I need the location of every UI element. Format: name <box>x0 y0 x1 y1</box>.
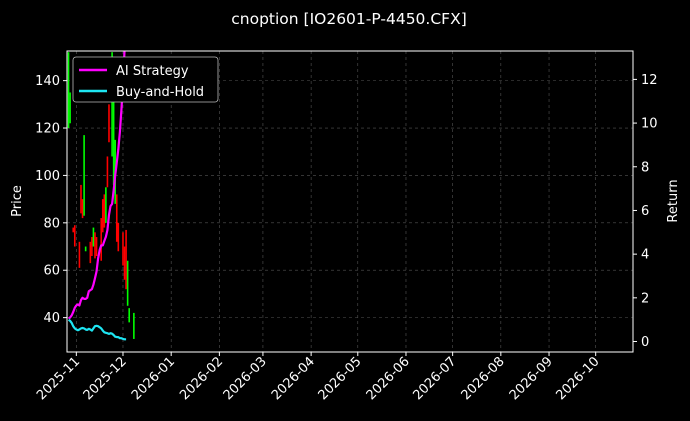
y2-tick-label: 4 <box>641 248 649 263</box>
y-tick-label: 80 <box>43 216 60 231</box>
y2-tick-label: 10 <box>641 117 658 132</box>
y2-tick-label: 0 <box>641 335 649 350</box>
chart-title: cnoption [IO2601-P-4450.CFX] <box>231 10 467 28</box>
y-tick-label: 120 <box>35 122 60 137</box>
y2-tick-label: 12 <box>641 73 658 88</box>
ai-strategy-line <box>67 51 126 320</box>
y-axis-right: 0 2 4 6 8 10 12 <box>633 73 658 350</box>
legend-buy-and-hold-label: Buy-and-Hold <box>116 85 204 100</box>
y2-axis-label: Return <box>666 179 681 222</box>
grid-lines <box>67 51 633 352</box>
legend-ai-strategy-label: AI Strategy <box>116 64 189 79</box>
legend-box <box>72 56 219 103</box>
y2-tick-label: 6 <box>641 204 649 219</box>
y2-tick-label: 2 <box>641 291 649 306</box>
legend: AI Strategy Buy-and-Hold <box>72 56 219 103</box>
return-lines <box>67 51 127 341</box>
y2-tick-label: 8 <box>641 160 649 175</box>
y-tick-label: 140 <box>35 74 60 89</box>
y-tick-label: 60 <box>43 264 60 279</box>
y-axis-left: 40 60 80 100 120 140 <box>35 74 67 326</box>
plot-frame <box>66 50 634 353</box>
y-axis-label: Price <box>10 185 25 217</box>
y-tick-label: 100 <box>35 169 60 184</box>
candlestick-series <box>67 52 135 339</box>
buy-and-hold-line <box>67 318 127 341</box>
y-tick-label: 40 <box>43 311 60 326</box>
